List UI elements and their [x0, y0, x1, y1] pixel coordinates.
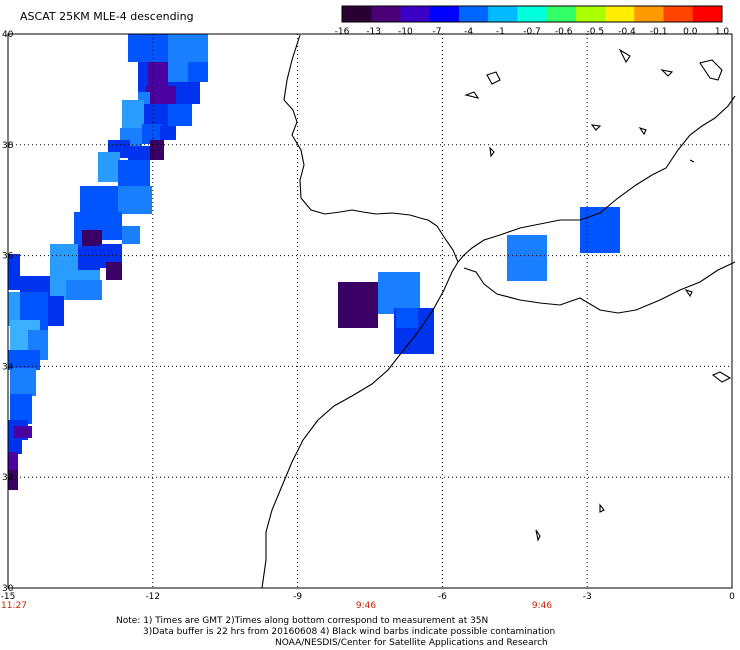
wind-cells	[8, 34, 620, 490]
lat-tick-label: 34	[2, 362, 14, 372]
colorbar-label: -0.1	[650, 27, 668, 37]
colorbar-label: -4	[464, 27, 473, 37]
lat-tick-label: 40	[2, 30, 14, 40]
colorbar-label: -16	[335, 27, 350, 37]
colorbar-segment	[458, 6, 489, 22]
wind-cell	[118, 186, 152, 214]
colorbar-segment	[342, 6, 372, 22]
colorbar-labels: -16 -13 -10 -7 -4 -1 -0.7 -0.6 -0.5 -0.4 -0.1 0.0 1.…	[335, 27, 730, 37]
wind-cell	[48, 296, 64, 326]
wind-cell	[144, 104, 168, 126]
wind-cell	[188, 62, 208, 82]
wind-cell	[78, 246, 100, 270]
wind-cell	[128, 146, 150, 162]
wind-cell	[10, 368, 36, 396]
wind-cell	[50, 244, 78, 274]
wind-cell	[142, 124, 162, 144]
map-title: ASCAT 25KM MLE-4 descending	[20, 10, 194, 23]
colorbar-label: -1	[496, 27, 505, 37]
lat-tick-label: 32	[2, 473, 13, 483]
wind-cell	[66, 280, 102, 300]
colorbar-segment	[517, 6, 548, 22]
map-frame	[7, 33, 733, 589]
colorbar	[341, 5, 723, 23]
colorbar-label: -0.5	[587, 27, 605, 37]
lat-tick-label: 36	[2, 252, 14, 262]
lon-tick-label: 0	[729, 592, 735, 602]
wind-cell	[8, 452, 18, 474]
pass-time-label: 11:27	[1, 601, 27, 611]
wind-cell	[168, 104, 192, 126]
wind-cell	[102, 212, 122, 240]
axis-labels: -15 -12 -9 -6 -3 0 40 38 36 34 32 30	[1, 30, 735, 602]
pass-time-label: 9:46	[356, 601, 376, 611]
lon-tick-label: -9	[293, 592, 302, 602]
colorbar-frame	[341, 5, 723, 23]
colorbar-segment	[605, 6, 635, 22]
lat-tick-label: 38	[2, 141, 14, 151]
wind-cell	[8, 254, 20, 290]
colorbar-segment	[488, 6, 518, 22]
wind-cell	[396, 308, 418, 328]
wind-cell	[118, 160, 150, 188]
wind-cell	[146, 86, 176, 104]
wind-cell	[80, 186, 118, 214]
colorbar-segment	[429, 6, 460, 22]
lon-tick-label: -6	[438, 592, 447, 602]
wind-cell	[150, 140, 164, 160]
colorbar-label: -0.7	[523, 27, 541, 37]
colorbar-label: 1.0	[715, 27, 730, 37]
wind-cell	[14, 426, 32, 438]
colorbar-segment	[692, 6, 723, 22]
colorbar-label: -0.6	[555, 27, 573, 37]
colorbar-label: -7	[433, 27, 442, 37]
colorbar-segment	[575, 6, 606, 22]
wind-cell	[8, 350, 40, 370]
wind-cell	[507, 235, 547, 281]
colorbar-segment	[634, 6, 665, 22]
wind-cell	[338, 282, 378, 328]
wind-cell	[122, 100, 144, 128]
wind-cell	[146, 62, 168, 90]
time-labels: 11:27 9:46 9:46	[1, 601, 552, 611]
wind-cell	[580, 207, 620, 253]
wind-cell	[122, 226, 140, 244]
colorbar-label: -13	[366, 27, 381, 37]
colorbar-label: -0.4	[618, 27, 636, 37]
colorbar-segment	[663, 6, 694, 22]
lon-tick-label: -3	[583, 592, 592, 602]
lat-tick-label: 30	[2, 584, 14, 594]
colorbar-segment	[400, 6, 431, 22]
lon-tick-label: -12	[145, 592, 160, 602]
wind-cell	[378, 272, 420, 314]
wind-cell	[8, 292, 22, 326]
colorbar-segment	[371, 6, 401, 22]
wind-cell	[98, 152, 120, 182]
wind-cell	[82, 230, 102, 248]
colorbar-segment	[546, 6, 577, 22]
colorbar-label: 0.0	[683, 27, 698, 37]
wind-cell	[160, 126, 176, 140]
wind-cell	[138, 62, 148, 92]
note-line-3: NOAA/NESDIS/Center for Satellite Applica…	[275, 638, 548, 648]
wind-cell	[10, 394, 32, 424]
colorbar-label: -10	[398, 27, 413, 37]
wind-cell	[106, 262, 122, 280]
note-line-1: Note: 1) Times are GMT 2)Times along bot…	[116, 616, 489, 626]
coastline	[261, 34, 736, 589]
wind-cell	[8, 470, 18, 490]
pass-time-label: 9:46	[532, 601, 552, 611]
lon-tick-label: -15	[1, 592, 16, 602]
note-line-2: 3)Data buffer is 22 hrs from 20160608 4)…	[143, 627, 556, 637]
wind-cell	[8, 440, 22, 454]
